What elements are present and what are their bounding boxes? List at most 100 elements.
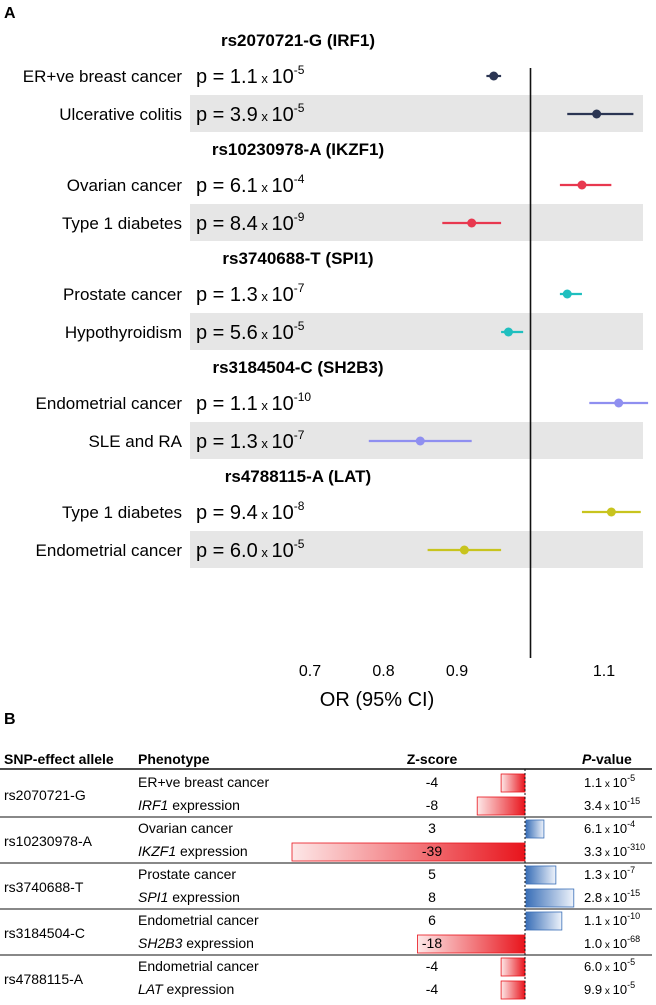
x-tick-label: 1.1 [593, 663, 615, 680]
phenotype-label: ER+ve breast cancer [23, 67, 183, 86]
zscore-value: 6 [428, 912, 436, 928]
p-times-sign: x [602, 917, 613, 928]
or-point [562, 289, 572, 299]
p-exponent: -5 [294, 319, 305, 333]
p-exponent: -9 [294, 210, 305, 224]
or-point [415, 436, 425, 446]
gene-name: IRF1 [138, 797, 168, 813]
table-p-value: 1.0 x 10-68 [584, 934, 640, 951]
table-phenotype: IRF1 expression [138, 797, 240, 813]
header-zscore: Z-score [407, 751, 458, 767]
allele-label: rs4788115-A [4, 971, 84, 987]
zscore-bar-negative [417, 934, 526, 954]
header-p-italic: P [582, 751, 592, 767]
phenotype-text: expression [168, 889, 240, 905]
zscore-table: SNP-effect allele Phenotype Z-score P-value… [0, 751, 652, 1002]
p-base-ten: 10 [271, 66, 293, 88]
forest-group: rs10230978-A (IKZF1) Ovarian cancer p = 6.… [62, 140, 643, 241]
p-exponent: -5 [294, 63, 305, 77]
table-phenotype: SPI1 expression [138, 889, 240, 905]
phenotype-label: Hypothyroidism [65, 323, 182, 342]
p-times-sign: x [602, 825, 613, 836]
or-point [489, 71, 499, 81]
forest-group: rs4788115-A (LAT) Type 1 diabetes p = 9.4 … [36, 467, 643, 568]
p-prefix: p = [196, 284, 230, 306]
phenotype-text: expression [182, 935, 254, 951]
or-point [459, 545, 469, 555]
p-mantissa: 9.4 [230, 502, 258, 524]
table-phenotype: SH2B3 expression [138, 935, 254, 951]
p-times-sign: x [258, 218, 272, 233]
snp-group-title: rs2070721-G (IRF1) [221, 31, 375, 50]
header-phenotype: Phenotype [138, 751, 210, 767]
x-tick-label: 0.9 [446, 663, 468, 680]
p-base-ten: 10 [613, 959, 627, 974]
phenotype-label: Ulcerative colitis [59, 105, 182, 124]
p-mantissa: 1.1 [230, 66, 258, 88]
phenotype-label: Prostate cancer [63, 285, 182, 304]
p-exponent: -68 [627, 934, 640, 944]
p-base-ten: 10 [271, 322, 293, 344]
p-base-ten: 10 [271, 213, 293, 235]
p-exponent: -8 [294, 499, 305, 513]
p-mantissa: 1.3 [230, 431, 258, 453]
p-value-label: p = 1.3 x 10-7 [196, 281, 305, 306]
p-times-sign: x [602, 848, 613, 859]
p-mantissa: 1.3 [584, 867, 602, 882]
p-times-sign: x [602, 940, 613, 951]
p-times-sign: x [602, 963, 613, 974]
p-base-ten: 10 [613, 844, 627, 859]
p-base-ten: 10 [271, 431, 293, 453]
p-value-label: p = 6.0 x 10-5 [196, 537, 305, 562]
p-prefix: p = [196, 104, 230, 126]
p-exponent: -7 [294, 428, 305, 442]
zscore-bar-negative [291, 842, 526, 862]
p-exponent: -7 [294, 281, 305, 295]
p-value-label: p = 1.1 x 10-10 [196, 390, 311, 415]
p-prefix: p = [196, 66, 230, 88]
table-phenotype: Endometrial cancer [138, 912, 259, 928]
p-mantissa: 3.4 [584, 798, 602, 813]
p-times-sign: x [602, 871, 613, 882]
phenotype-text: expression [176, 843, 248, 859]
p-mantissa: 1.3 [230, 284, 258, 306]
table-group: rs2070721-G ER+ve breast cancer -4 1.1 x 10… [0, 773, 652, 818]
x-axis-label: OR (95% CI) [320, 689, 434, 711]
panel-a-label: A [4, 5, 16, 22]
p-value-label: p = 6.1 x 10-4 [196, 172, 305, 197]
p-base-ten: 10 [613, 890, 627, 905]
table-p-value: 6.1 x 10-4 [584, 819, 635, 836]
p-base-ten: 10 [613, 982, 627, 997]
table-phenotype: ER+ve breast cancer [138, 774, 269, 790]
zscore-value: 3 [428, 820, 436, 836]
table-phenotype: IKZF1 expression [138, 843, 248, 859]
p-prefix: p = [196, 213, 230, 235]
forest-group: rs3740688-T (SPI1) Prostate cancer p = 1.3… [63, 249, 643, 350]
snp-group-title: rs3184504-C (SH2B3) [212, 358, 383, 377]
gene-name: SPI1 [138, 889, 168, 905]
p-base-ten: 10 [271, 502, 293, 524]
forest-group: rs2070721-G (IRF1) ER+ve breast cancer p =… [23, 31, 643, 132]
gene-name: LAT [138, 981, 164, 997]
table-phenotype: LAT expression [138, 981, 234, 997]
p-times-sign: x [258, 71, 272, 86]
p-mantissa: 9.9 [584, 982, 602, 997]
p-mantissa: 1.0 [584, 936, 602, 951]
p-mantissa: 1.1 [230, 393, 258, 415]
table-p-value: 1.3 x 10-7 [584, 865, 635, 882]
p-mantissa: 1.1 [584, 775, 602, 790]
x-tick-label: 0.7 [299, 663, 321, 680]
p-times-sign: x [602, 894, 613, 905]
p-mantissa: 8.4 [230, 213, 258, 235]
p-base-ten: 10 [271, 284, 293, 306]
zscore-value: -8 [426, 797, 439, 813]
p-times-sign: x [258, 327, 272, 342]
shaded-row-band [190, 204, 643, 241]
header-pvalue: P-value [582, 751, 632, 767]
table-p-value: 9.9 x 10-5 [584, 980, 635, 997]
or-point [592, 109, 602, 119]
